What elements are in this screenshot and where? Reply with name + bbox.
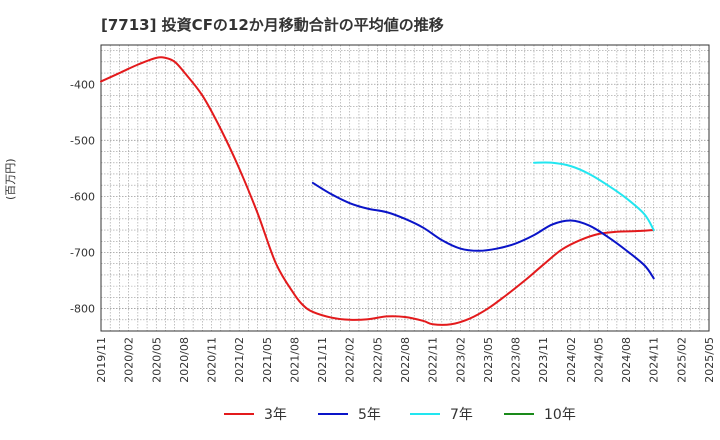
series-line-1 <box>100 56 655 326</box>
x-tick-label: 2024/11 <box>648 337 661 383</box>
x-tick-label: 2023/02 <box>454 337 467 383</box>
x-tick-label: 2024/08 <box>620 337 633 383</box>
x-tick-label: 2021/05 <box>261 337 274 383</box>
x-tick-label: 2025/05 <box>703 337 716 383</box>
series-layer <box>100 56 655 326</box>
y-tick-label: -400 <box>70 78 95 91</box>
x-tick-label: 2025/02 <box>675 337 688 383</box>
x-tick-label: 2022/11 <box>427 337 440 383</box>
x-tick-label: 2024/02 <box>565 337 578 383</box>
x-tick-label: 2020/11 <box>206 337 219 383</box>
x-tick-label: 2023/08 <box>510 337 523 383</box>
x-tick-label: 2021/02 <box>233 337 246 383</box>
legend: 3年 5年 7年 10年 <box>224 407 576 423</box>
x-tick-label: 2023/11 <box>537 337 550 383</box>
x-tick-label: 2019/11 <box>95 337 108 383</box>
x-tick-label: 2024/05 <box>592 337 605 383</box>
y-tick-label: -700 <box>70 246 95 259</box>
x-tick-label: 2021/11 <box>316 337 329 383</box>
x-tick-label: 2020/05 <box>150 337 163 383</box>
x-tick-label: 2022/05 <box>371 337 384 383</box>
y-tick-label: -600 <box>70 190 95 203</box>
legend-label-3: 7年 <box>450 407 473 423</box>
series-line-3 <box>532 161 655 232</box>
x-tick-label: 2020/08 <box>178 337 191 383</box>
legend-label-2: 5年 <box>358 407 381 423</box>
y-tick-label: -800 <box>70 303 95 316</box>
x-tick-label: 2021/08 <box>288 337 301 383</box>
grid-layer <box>100 45 710 331</box>
axis-layer: -400 -500 -600 -700 -800 2019/11 2020/02 2020/0… <box>70 44 716 383</box>
y-tick-label: -500 <box>70 134 95 147</box>
series-line-2 <box>311 181 655 280</box>
x-tick-label: 2022/02 <box>344 337 357 383</box>
legend-label-4: 10年 <box>544 407 576 423</box>
x-tick-label: 2023/05 <box>482 337 495 383</box>
legend-label-1: 3年 <box>264 407 287 423</box>
x-tick-label: 2022/08 <box>399 337 412 383</box>
x-tick-label: 2020/02 <box>123 337 136 383</box>
chart-title: [7713] 投資CFの12か月移動合計の平均値の推移 <box>101 16 444 34</box>
plot-frame <box>100 44 710 332</box>
